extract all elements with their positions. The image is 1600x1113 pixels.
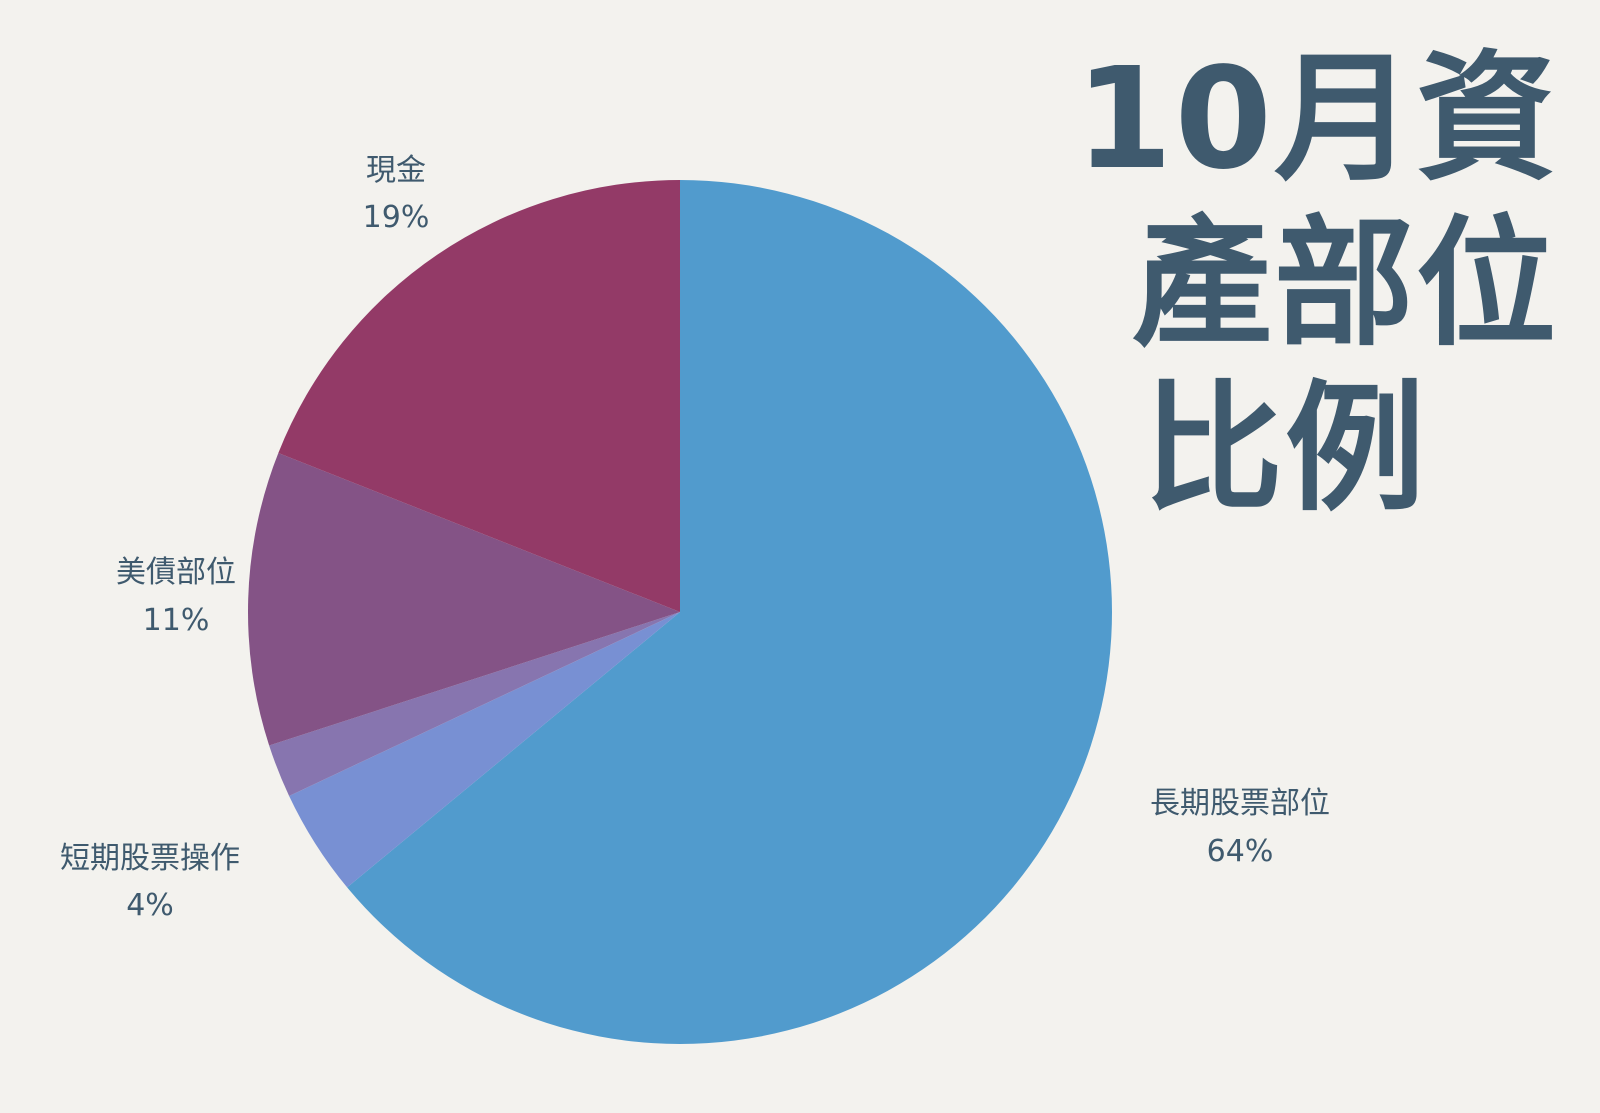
slice-label-cash: 現金 [366, 153, 426, 188]
slice-label-us-bonds: 美債部位 [116, 555, 236, 590]
slice-label-long-term-stocks: 長期股票部位 [1150, 786, 1330, 821]
pie-slice-3 [247, 452, 680, 746]
slice-value-short-term-trading: 4% [126, 888, 174, 923]
pie-slice-1 [289, 612, 680, 888]
pie-slice-0 [347, 180, 1112, 1044]
chart-title-line-2: 產部位 [1131, 203, 1558, 366]
slice-label-short-term-trading: 短期股票操作 [60, 841, 240, 876]
pie-slice-4 [278, 180, 680, 612]
slice-value-cash: 19% [362, 200, 430, 235]
slice-value-us-bonds: 11% [142, 603, 210, 638]
pie-slices [247, 180, 1112, 1044]
chart-title-line-1: 10月資 [1075, 38, 1558, 201]
chart-title-line-3: 比例 [1143, 368, 1428, 531]
pie-slice-2 [269, 612, 680, 796]
slice-value-long-term-stocks: 64% [1206, 834, 1274, 869]
